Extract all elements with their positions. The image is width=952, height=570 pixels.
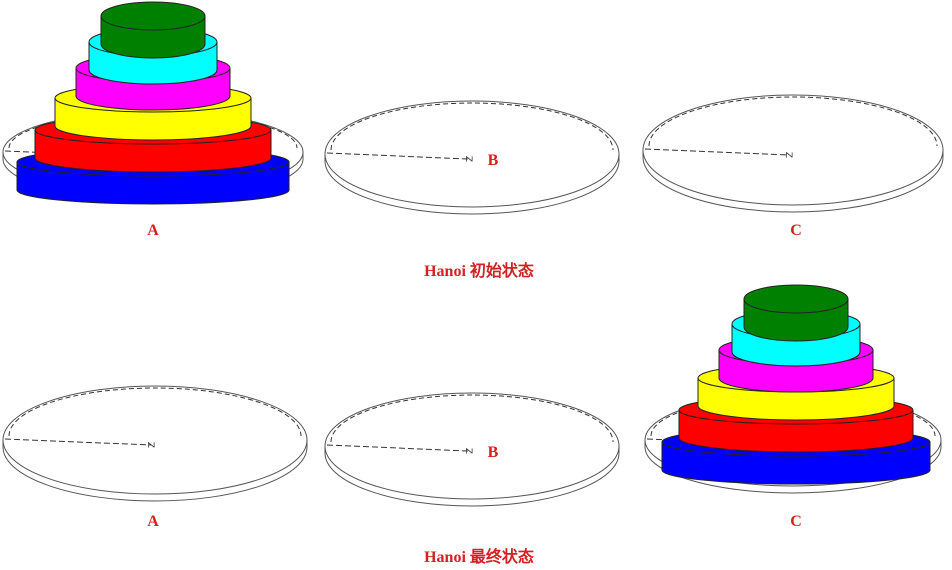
initial-label-a: A xyxy=(147,222,159,239)
final-state: Z A Z B C Hanoi 最终状态 xyxy=(2,284,942,566)
initial-disks-a xyxy=(16,1,290,205)
final-base-b xyxy=(324,392,620,507)
initial-state: A Z B Z C Hanoi 初始状态 xyxy=(2,1,944,280)
final-base-a xyxy=(2,385,308,502)
plate-top xyxy=(324,392,620,500)
final-label-a: A xyxy=(147,513,159,530)
initial-caption: Hanoi 初始状态 xyxy=(424,261,534,280)
final-peg-c: C xyxy=(644,284,942,530)
final-peg-b: Z B xyxy=(324,392,620,507)
initial-peg-b: Z B xyxy=(324,100,620,215)
plate-radius-dash xyxy=(4,438,152,446)
plate-top xyxy=(324,100,620,208)
initial-base-b xyxy=(324,100,620,215)
initial-peg-c: Z C xyxy=(642,94,944,239)
plate-back-dash xyxy=(330,394,614,443)
plate-back-dash xyxy=(648,96,938,147)
initial-label-c: C xyxy=(790,222,802,239)
final-peg-mark-b: Z xyxy=(463,448,473,454)
plate-radius-dash xyxy=(644,148,790,156)
plate-radius-dash xyxy=(326,444,469,452)
final-caption: Hanoi 最终状态 xyxy=(424,547,534,566)
initial-base-c xyxy=(642,94,944,213)
final-peg-mark-a: Z xyxy=(145,442,155,448)
final-label-c: C xyxy=(790,513,802,530)
final-label-b: B xyxy=(488,444,499,461)
final-disks-c xyxy=(661,284,931,485)
initial-peg-a: A xyxy=(2,1,304,239)
plate-back-dash xyxy=(8,387,302,437)
plate-radius-dash xyxy=(326,152,469,160)
initial-peg-mark-b: Z xyxy=(463,156,473,162)
initial-peg-mark-c: Z xyxy=(783,152,793,158)
final-peg-a: Z A xyxy=(2,385,308,530)
disk-top-6 xyxy=(100,1,206,31)
plate-top xyxy=(642,94,944,206)
plate-back-dash xyxy=(330,102,614,151)
disk-top-6 xyxy=(743,284,849,314)
plate-top xyxy=(2,385,308,495)
initial-label-b: B xyxy=(488,152,499,169)
